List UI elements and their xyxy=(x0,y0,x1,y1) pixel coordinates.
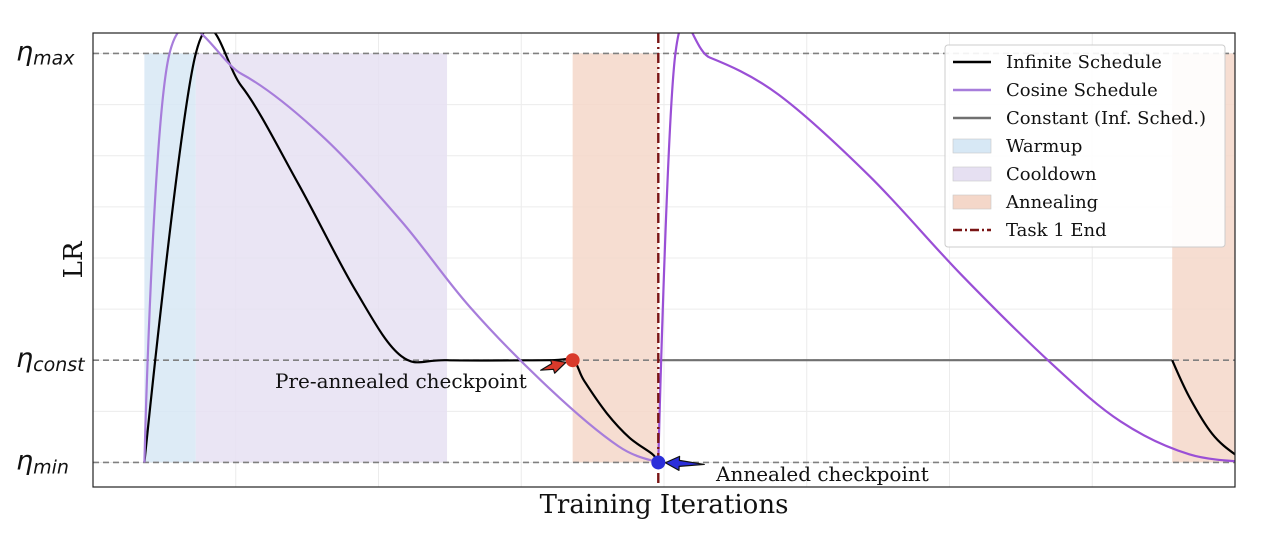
plot-frame xyxy=(92,32,1236,488)
region-annealing xyxy=(572,53,659,463)
series-lines xyxy=(143,33,1235,464)
checkpoint-arrow xyxy=(540,359,567,374)
legend-label: Constant (Inf. Sched.) xyxy=(1006,108,1206,129)
y-tick-subscript: const xyxy=(33,354,86,376)
series-infinite-schedule xyxy=(1171,359,1235,456)
checkpoint-arrow xyxy=(664,455,705,471)
legend-label: Annealing xyxy=(1005,192,1098,213)
legend-label: Warmup xyxy=(1006,136,1082,157)
legend-label: Infinite Schedule xyxy=(1006,52,1162,73)
y-tick-const: ηconst xyxy=(16,343,86,376)
pre-annealed-checkpoint-marker xyxy=(565,353,580,368)
annealed-checkpoint-marker xyxy=(651,455,666,470)
legend-swatch xyxy=(952,194,992,210)
y-tick-max: ηmax xyxy=(16,36,75,69)
series-infinite-schedule xyxy=(143,33,660,464)
series-cosine-schedule xyxy=(143,33,659,464)
y-tick-symbol: η xyxy=(16,445,33,476)
shaded-regions xyxy=(144,53,1235,463)
legend-box xyxy=(944,44,1226,248)
y-tick-symbol: η xyxy=(16,343,33,374)
legend-swatch xyxy=(952,166,992,182)
y-tick-subscript: max xyxy=(33,47,75,69)
pre-annealed-annotation: Pre-annealed checkpoint xyxy=(275,369,527,393)
y-axis-label: LR xyxy=(59,240,89,278)
annealed-annotation: Annealed checkpoint xyxy=(715,462,929,486)
legend-label: Cosine Schedule xyxy=(1006,80,1158,101)
legend: Infinite Schedule Cosine Schedule Constant… xyxy=(944,44,1226,248)
legend-swatch xyxy=(952,138,992,154)
series-cosine-schedule xyxy=(657,33,1235,463)
region-cooldown xyxy=(195,53,448,463)
legend-label: Cooldown xyxy=(1006,164,1097,185)
legend-label: Task 1 End xyxy=(1006,220,1107,241)
y-tick-subscript: min xyxy=(33,456,69,478)
y-tick-symbol: η xyxy=(16,36,33,67)
x-axis-label: Training Iterations xyxy=(540,490,789,520)
checkpoint-markers xyxy=(540,353,705,471)
y-tick-min: ηmin xyxy=(16,445,69,478)
